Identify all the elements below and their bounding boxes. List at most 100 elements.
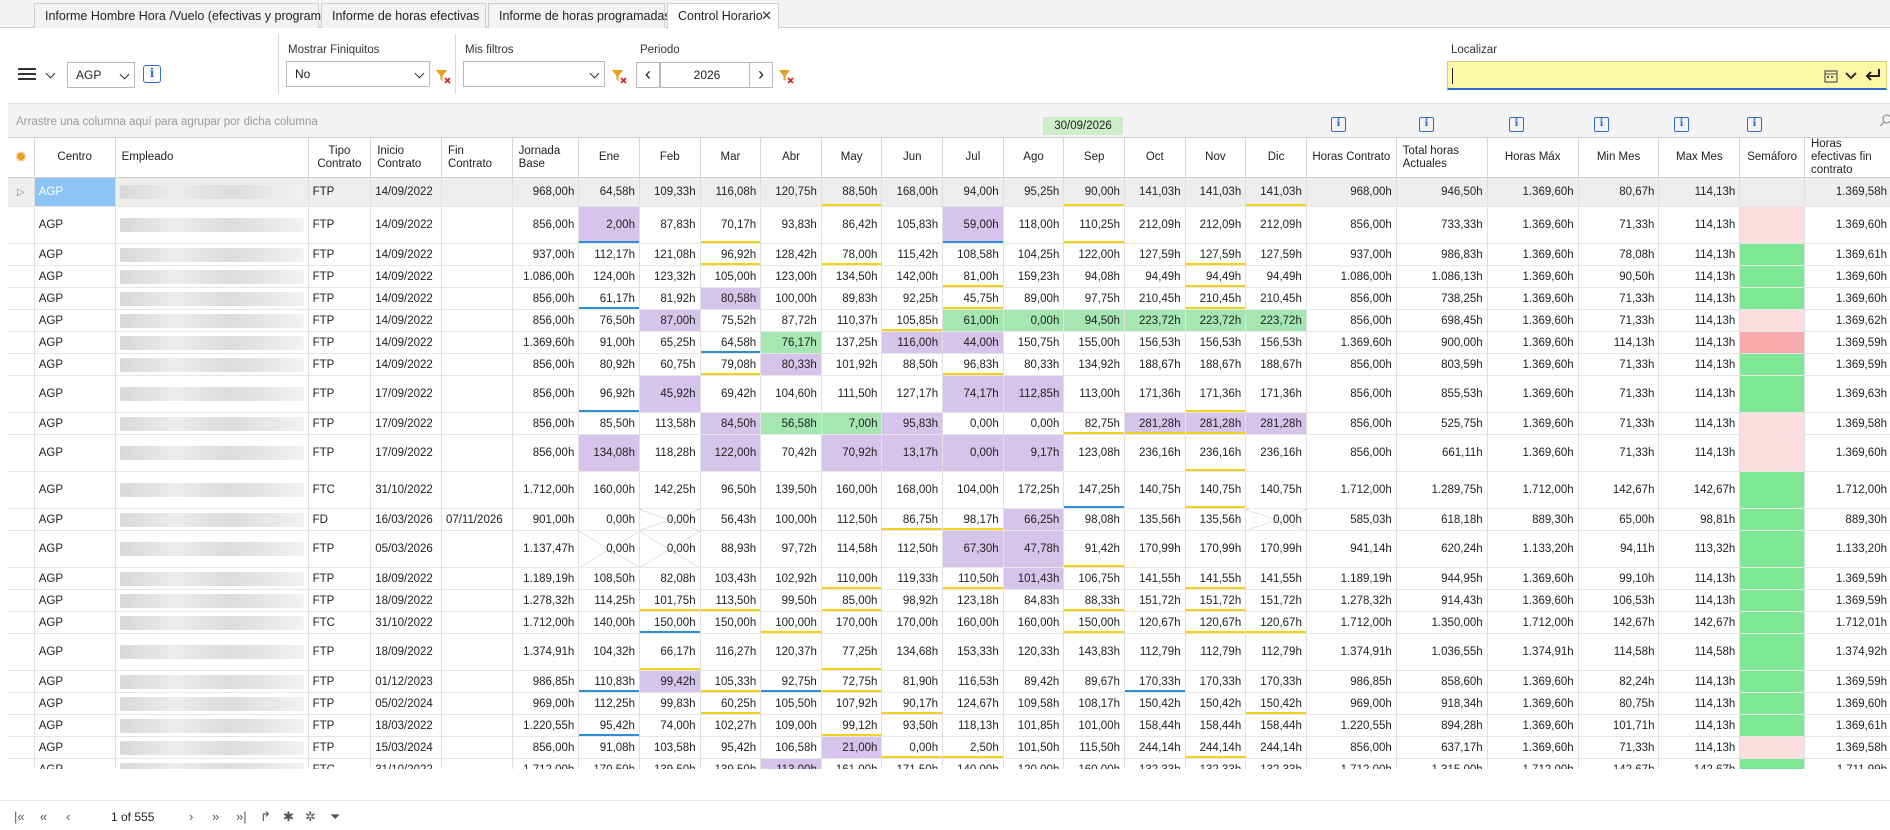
fin-contrato-cell[interactable] <box>441 736 513 759</box>
next-fast-button[interactable]: » <box>212 809 220 824</box>
fin-contrato-cell[interactable] <box>441 714 513 737</box>
inicio-contrato-cell[interactable]: 18/09/2022 <box>370 633 442 671</box>
month-cell[interactable]: 170,00h <box>881 611 944 634</box>
horas-max-cell[interactable]: 1.369,60h <box>1487 736 1579 759</box>
month-cell[interactable]: 94,08h <box>1063 265 1125 288</box>
total-horas-cell[interactable]: 944,95h <box>1396 567 1488 590</box>
month-cell[interactable]: 168,00h <box>881 177 944 207</box>
empleado-cell[interactable] <box>115 309 309 332</box>
clear-changes-icon[interactable]: ✲ <box>305 809 316 824</box>
table-row[interactable]: AGP FTP 14/09/2022 937,00h 112,17h 121,08h 96,… <box>8 243 1890 266</box>
fin-contrato-cell[interactable] <box>441 611 513 634</box>
max-mes-cell[interactable]: 114,13h <box>1658 287 1741 310</box>
row-indicator[interactable] <box>8 589 35 612</box>
month-cell[interactable]: 120,67h <box>1245 611 1307 634</box>
centro-cell[interactable]: AGP <box>34 287 116 310</box>
horas-max-cell[interactable]: 1.369,60h <box>1487 243 1579 266</box>
info-icon[interactable]: i <box>1419 117 1434 132</box>
empleado-cell[interactable] <box>115 508 309 531</box>
month-cell[interactable]: 89,67h <box>1063 670 1125 693</box>
jornada-base-cell[interactable]: 1.220,55h <box>512 714 580 737</box>
col-horas-efectivas-fin[interactable]: Horas efectivas fin contrato <box>1804 138 1890 178</box>
month-cell[interactable]: 77,25h <box>821 633 883 671</box>
month-cell[interactable]: 119,33h <box>881 567 944 590</box>
inicio-contrato-cell[interactable]: 14/09/2022 <box>370 331 442 354</box>
month-cell[interactable]: 120,75h <box>760 177 822 207</box>
fin-contrato-cell[interactable] <box>441 243 513 266</box>
month-cell[interactable]: 0,00h <box>639 530 701 568</box>
min-mes-cell[interactable]: 94,11h <box>1578 530 1660 568</box>
month-cell[interactable]: 7,00h <box>821 412 883 435</box>
month-cell[interactable]: 87,83h <box>639 206 701 244</box>
col-ene[interactable]: Ene <box>578 138 640 178</box>
month-cell[interactable]: 110,37h <box>821 309 883 332</box>
month-cell[interactable]: 118,28h <box>639 434 701 472</box>
total-horas-cell[interactable]: 1.315,00h <box>1396 758 1488 769</box>
table-row[interactable]: AGP FTP 05/02/2024 969,00h 112,25h 99,83h 60,2… <box>8 692 1890 715</box>
table-row[interactable]: AGP FTC 31/10/2022 1.712,00h 140,00h 150,00h 1… <box>8 611 1890 634</box>
horas-efectivas-cell[interactable]: 1.712,00h <box>1804 471 1890 509</box>
month-cell[interactable]: 171,36h <box>1185 375 1247 413</box>
enter-icon[interactable] <box>1864 67 1882 83</box>
horas-efectivas-cell[interactable]: 1.369,60h <box>1804 206 1890 244</box>
month-cell[interactable]: 134,50h <box>821 265 883 288</box>
row-indicator[interactable] <box>8 736 35 759</box>
horas-efectivas-cell[interactable]: 1.369,59h <box>1804 353 1890 376</box>
inicio-contrato-cell[interactable]: 14/09/2022 <box>370 243 442 266</box>
month-cell[interactable]: 150,42h <box>1245 692 1307 715</box>
horas-contrato-cell[interactable]: 937,00h <box>1306 243 1397 266</box>
horas-max-cell[interactable]: 1.369,60h <box>1487 375 1579 413</box>
month-cell[interactable]: 140,75h <box>1124 471 1186 509</box>
tipo-contrato-cell[interactable]: FTC <box>308 758 372 769</box>
month-cell[interactable]: 70,17h <box>700 206 762 244</box>
horas-efectivas-cell[interactable]: 1.711,99h <box>1804 758 1890 769</box>
max-mes-cell[interactable]: 114,58h <box>1658 633 1741 671</box>
month-cell[interactable]: 81,00h <box>942 265 1004 288</box>
month-cell[interactable]: 112,17h <box>578 243 640 266</box>
tab-control-horario[interactable]: Control Horario ✕ <box>667 3 779 29</box>
total-horas-cell[interactable]: 637,17h <box>1396 736 1488 759</box>
total-horas-cell[interactable]: 620,24h <box>1396 530 1488 568</box>
month-cell[interactable]: 121,08h <box>639 243 701 266</box>
horas-efectivas-cell[interactable]: 1.369,60h <box>1804 265 1890 288</box>
last-page-button[interactable]: »| <box>236 809 247 824</box>
horas-contrato-cell[interactable]: 856,00h <box>1306 287 1397 310</box>
month-cell[interactable]: 134,68h <box>881 633 944 671</box>
month-cell[interactable]: 170,00h <box>821 611 883 634</box>
month-cell[interactable]: 171,50h <box>881 758 944 769</box>
filter-icon[interactable]: ⏷ <box>330 809 341 824</box>
total-horas-cell[interactable]: 738,25h <box>1396 287 1488 310</box>
row-indicator[interactable] <box>8 309 35 332</box>
inicio-contrato-cell[interactable]: 18/03/2022 <box>370 714 442 737</box>
horas-contrato-cell[interactable]: 1.712,00h <box>1306 611 1397 634</box>
centro-cell[interactable]: AGP <box>34 508 116 531</box>
max-mes-cell[interactable]: 98,81h <box>1658 508 1741 531</box>
empleado-cell[interactable] <box>115 589 309 612</box>
month-cell[interactable]: 2,00h <box>578 206 640 244</box>
month-cell[interactable]: 116,00h <box>881 331 944 354</box>
month-cell[interactable]: 80,58h <box>700 287 762 310</box>
month-cell[interactable]: 112,79h <box>1185 633 1247 671</box>
horas-max-cell[interactable]: 1.369,60h <box>1487 692 1579 715</box>
month-cell[interactable]: 45,75h <box>942 287 1004 310</box>
month-cell[interactable]: 21,00h <box>821 736 883 759</box>
jornada-base-cell[interactable]: 1.086,00h <box>512 265 580 288</box>
inicio-contrato-cell[interactable]: 01/12/2023 <box>370 670 442 693</box>
month-cell[interactable]: 123,00h <box>760 265 822 288</box>
month-cell[interactable]: 134,08h <box>578 434 640 472</box>
month-cell[interactable]: 110,83h <box>578 670 640 693</box>
row-indicator[interactable] <box>8 508 35 531</box>
month-cell[interactable]: 92,25h <box>881 287 944 310</box>
tab-horas-efectivas[interactable]: Informe de horas efectivas <box>321 3 486 28</box>
month-cell[interactable]: 140,75h <box>1245 471 1307 509</box>
month-cell[interactable]: 170,99h <box>1185 530 1247 568</box>
month-cell[interactable]: 80,33h <box>760 353 822 376</box>
clear-filter-icon[interactable] <box>435 68 451 84</box>
month-cell[interactable]: 94,00h <box>942 177 1004 207</box>
horas-max-cell[interactable]: 1.369,60h <box>1487 177 1579 207</box>
month-cell[interactable]: 85,00h <box>821 589 883 612</box>
min-mes-cell[interactable]: 71,33h <box>1578 206 1660 244</box>
fin-contrato-cell[interactable] <box>441 265 513 288</box>
month-cell[interactable]: 70,92h <box>821 434 883 472</box>
max-mes-cell[interactable]: 142,67h <box>1658 758 1741 769</box>
